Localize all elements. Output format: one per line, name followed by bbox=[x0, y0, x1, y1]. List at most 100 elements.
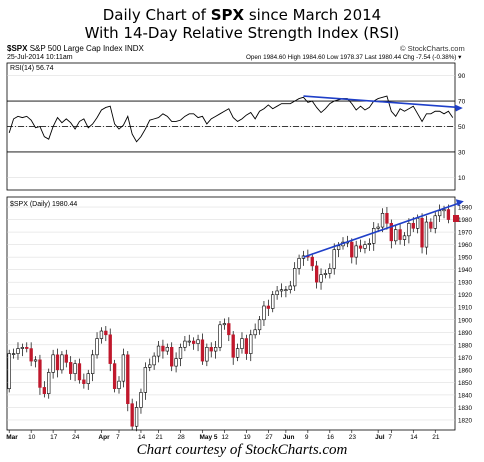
header-name: S&P 500 Large Cap Index bbox=[29, 44, 123, 53]
header-date: 25-Jul-2014 10:11am bbox=[7, 54, 73, 61]
candle-body bbox=[249, 334, 253, 354]
candle-body bbox=[69, 362, 73, 374]
candle-body bbox=[90, 354, 95, 374]
title-symbol: SPX bbox=[210, 6, 245, 24]
price-trend-arrowhead bbox=[455, 199, 464, 207]
candle-body bbox=[385, 212, 389, 224]
candle-body bbox=[380, 212, 385, 228]
candle-body bbox=[354, 245, 358, 258]
candle-body bbox=[183, 340, 187, 348]
price-panel: 1820183018401850186018701880189019001910… bbox=[6, 196, 473, 441]
x-tick-label: May 5 bbox=[199, 434, 217, 441]
candle-body bbox=[262, 305, 266, 321]
candle-body bbox=[319, 274, 323, 283]
candle-body bbox=[407, 223, 411, 237]
candle-body bbox=[187, 340, 191, 343]
price-tick-label: 1870 bbox=[458, 355, 473, 362]
x-tick-label: 21 bbox=[156, 434, 164, 441]
candle-body bbox=[376, 226, 380, 229]
header-watermark: © StockCharts.com bbox=[400, 44, 465, 53]
candle-body bbox=[205, 347, 209, 362]
candle-body bbox=[130, 403, 134, 427]
candle-body bbox=[332, 249, 336, 269]
candle-body bbox=[7, 353, 11, 389]
candle-body bbox=[367, 243, 372, 245]
rsi-tick-label: 70 bbox=[458, 99, 466, 106]
candle-body bbox=[358, 245, 363, 249]
candle-body bbox=[33, 359, 38, 362]
candle-body bbox=[121, 354, 126, 382]
header-quote: Open 1984.60 High 1984.60 Low 1978.37 La… bbox=[246, 54, 462, 61]
candle-body bbox=[271, 294, 275, 309]
chart-area: 10 30 50 70 90 1820 1830 1840 1850 1860 1870 1880 1… bbox=[6, 62, 473, 441]
candle-body bbox=[323, 273, 328, 275]
price-tick-label: 1840 bbox=[458, 392, 473, 399]
x-tick-label: 7 bbox=[116, 434, 120, 441]
candle-body bbox=[112, 363, 117, 389]
candle-body bbox=[156, 345, 161, 357]
candle-body bbox=[394, 229, 398, 242]
candle-body bbox=[363, 244, 367, 249]
price-tick-label: 1920 bbox=[458, 292, 473, 299]
price-tick-label: 1940 bbox=[458, 267, 473, 274]
candle-body bbox=[165, 347, 169, 352]
candle-body bbox=[77, 363, 82, 381]
x-tick-label: 12 bbox=[221, 434, 229, 441]
candle-body bbox=[82, 379, 86, 384]
candle-body bbox=[389, 223, 393, 242]
candle-body bbox=[402, 235, 407, 240]
candle-body bbox=[398, 229, 402, 240]
price-tick-label: 1830 bbox=[458, 405, 473, 412]
candle-body bbox=[433, 215, 437, 229]
candle-body bbox=[420, 217, 424, 248]
candle-body bbox=[222, 323, 227, 326]
candle-body bbox=[266, 305, 270, 309]
candle-body bbox=[178, 347, 183, 359]
candle-body bbox=[200, 339, 205, 362]
x-tick-label: 19 bbox=[243, 434, 251, 441]
candle-body bbox=[416, 217, 420, 229]
candle-body bbox=[284, 289, 288, 291]
rsi-trend-arrowhead bbox=[454, 104, 463, 112]
price-tick-label: 1980 bbox=[458, 217, 473, 224]
x-tick-label: 21 bbox=[432, 434, 440, 441]
price-tick-label: 1960 bbox=[458, 242, 473, 249]
candle-body bbox=[42, 387, 46, 394]
candle-body bbox=[29, 348, 33, 362]
x-tick-label: 16 bbox=[327, 434, 335, 441]
price-tick-label: 1860 bbox=[458, 367, 473, 374]
candle-body bbox=[411, 223, 415, 229]
candle-body bbox=[253, 329, 257, 336]
price-tick-label: 1910 bbox=[458, 305, 473, 312]
header-exchange: INDX bbox=[124, 44, 144, 53]
header-symbol-line: $SPX S&P 500 Large Cap Index INDX bbox=[7, 44, 144, 53]
rsi-panel: 10 30 50 70 90 bbox=[6, 62, 466, 191]
rsi-label: RSI(14) 56.74 bbox=[10, 65, 54, 72]
x-tick-label: 27 bbox=[265, 434, 273, 441]
x-tick-label: 9 bbox=[305, 434, 309, 441]
candle-body bbox=[143, 367, 148, 393]
candle-body bbox=[288, 285, 292, 290]
candle-body bbox=[174, 358, 178, 367]
x-tick-label: 14 bbox=[410, 434, 418, 441]
candle-body bbox=[196, 339, 200, 344]
rsi-tick-label: 90 bbox=[458, 73, 466, 80]
price-tick-label: 1950 bbox=[458, 255, 473, 262]
candle-body bbox=[60, 354, 64, 371]
x-tick-label: Jul bbox=[375, 434, 385, 441]
x-tick-label: 28 bbox=[177, 434, 185, 441]
price-tick-label: 1890 bbox=[458, 330, 473, 337]
candle-body bbox=[152, 355, 156, 366]
price-tick-label: 1970 bbox=[458, 230, 473, 237]
candle-body bbox=[429, 221, 433, 229]
candle-body bbox=[16, 348, 20, 354]
price-tick-label: 1990 bbox=[458, 205, 473, 212]
candle-body bbox=[372, 228, 376, 244]
candle-body bbox=[64, 354, 68, 363]
candle-body bbox=[297, 258, 301, 269]
price-tick-label: 1850 bbox=[458, 380, 473, 387]
candle-body bbox=[293, 268, 297, 287]
x-tick-label: 14 bbox=[138, 434, 146, 441]
price-tick-label: 1930 bbox=[458, 280, 473, 287]
candle-body bbox=[442, 209, 446, 212]
